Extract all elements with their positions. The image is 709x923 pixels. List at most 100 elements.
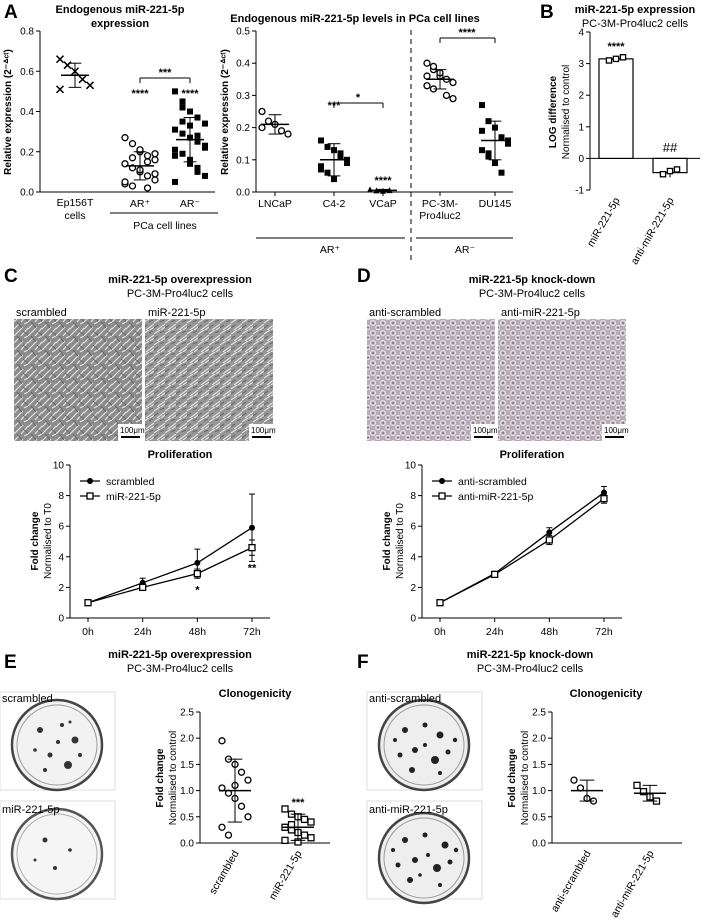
y-tick-label: 0.5 <box>236 27 250 38</box>
legend-label: anti-miR-221-5p <box>458 491 533 503</box>
e-plate-label-1: scrambled <box>2 693 53 705</box>
legend-label: anti-scrambled <box>458 476 527 488</box>
b-y-label: LOG difference <box>548 75 559 148</box>
data-point <box>449 78 457 87</box>
data-point <box>151 156 159 164</box>
y-tick-label: 6 <box>58 522 64 533</box>
group-label: AR⁻ <box>455 244 476 256</box>
x-tick-label: cells <box>64 210 85 222</box>
data-point <box>202 172 208 179</box>
data-point <box>179 118 186 125</box>
data-point <box>218 823 226 831</box>
e-chart-title: Clonogenicity <box>219 688 293 700</box>
y-tick-label: 0.3 <box>236 91 250 102</box>
x-tick-label: AR⁻ <box>180 198 201 210</box>
micrograph-anti-mir-221-5p <box>498 305 626 441</box>
data-point <box>673 166 681 173</box>
y-tick-label: 2.5 <box>532 708 546 719</box>
data-point <box>324 143 331 150</box>
data-point <box>423 72 431 80</box>
data-point <box>121 178 129 186</box>
x-tick-label: anti-miR-221-5p <box>609 848 657 919</box>
data-point <box>172 88 178 95</box>
panel-label-d: D <box>357 266 371 287</box>
data-point <box>281 805 289 813</box>
d-title: miR-221-5p knock-down <box>469 274 596 286</box>
significance-label: *** <box>292 797 306 809</box>
x-tick-label: 0h <box>82 626 94 638</box>
y-tick-label: 0.8 <box>20 27 34 38</box>
b-subtitle: PC-3M-Pro4luc2 cells <box>582 18 689 30</box>
data-point <box>194 114 201 121</box>
data-point <box>619 54 627 61</box>
significance-label: **** <box>607 41 625 53</box>
data-point <box>264 117 273 125</box>
significance-label: * <box>195 585 200 597</box>
data-point <box>337 153 344 160</box>
f-plate-anti-mir-221-5p <box>366 800 483 905</box>
x-tick-label: anti-scrambled <box>549 848 594 914</box>
data-point <box>331 176 337 183</box>
data-point <box>194 168 201 175</box>
y-tick-label: 0.0 <box>20 188 34 199</box>
x-tick-label: Ep156T <box>57 197 94 209</box>
significance-label: **** <box>131 88 149 100</box>
y-tick-label: 1.0 <box>180 786 194 797</box>
group-label: PCa cell lines <box>133 220 197 232</box>
y-tick-label: 3 <box>578 59 584 70</box>
data-point <box>128 182 137 190</box>
data-point <box>194 132 201 139</box>
chart-e: 0.0 0.5 1.0 1.5 2.0 2.5 scrambled miR-221-5p ***… <box>155 708 330 902</box>
data-point <box>546 529 553 536</box>
d-scale-1: 100μm <box>473 426 498 435</box>
x-stroke <box>55 85 65 94</box>
d-chart-title: Proliferation <box>500 449 565 461</box>
significance-label: **** <box>458 27 476 39</box>
data-point <box>318 163 324 170</box>
a-title-line2: expression <box>91 18 149 30</box>
y-tick-label: 4 <box>410 552 416 563</box>
data-point <box>237 802 246 810</box>
data-point <box>139 583 147 592</box>
data-point <box>193 569 201 578</box>
y-tick-label: 0 <box>578 154 584 165</box>
significance-label: **** <box>181 88 199 100</box>
data-point <box>307 818 315 826</box>
e-subtitle: PC-3M-Pro4luc2 cells <box>127 663 234 675</box>
data-point <box>202 144 208 151</box>
chart-a-right: 0.0 0.1 0.2 0.3 0.4 0.5 Relative expression (2… <box>220 27 513 262</box>
panel-label-e: E <box>4 652 17 673</box>
data-point <box>367 186 373 193</box>
data-point <box>318 137 324 144</box>
y-tick-label: 0.6 <box>20 67 34 78</box>
x-tick-label: miR-221-5p <box>585 195 623 249</box>
data-point <box>194 164 201 171</box>
data-point <box>492 160 498 167</box>
legend-marker <box>86 492 94 500</box>
data-point <box>187 108 193 115</box>
significance-label: ## <box>663 140 678 155</box>
bar <box>598 58 634 160</box>
a-title-line1: Endogenous miR-221-5p <box>56 4 185 16</box>
y-tick-label: 10 <box>405 461 417 472</box>
y-tick-label: 0.2 <box>20 147 34 158</box>
data-point <box>485 150 492 157</box>
c-scale-2: 100μm <box>251 426 276 435</box>
data-point <box>318 166 324 173</box>
y-tick-label: 2.0 <box>532 734 546 745</box>
data-point <box>633 781 641 790</box>
x-tick-label: anti-miR-221-5p <box>629 195 677 266</box>
data-point <box>505 140 511 147</box>
d-scale-2: 100μm <box>604 426 629 435</box>
data-point <box>218 737 226 745</box>
data-point <box>151 176 159 184</box>
a-y-label: Relative expression (2⁻ᐞᶜᵗ) <box>3 49 14 175</box>
data-point <box>84 599 92 607</box>
data-point <box>143 184 152 192</box>
data-point <box>300 815 309 824</box>
f-plate-label-2: anti-miR-221-5p <box>369 804 448 816</box>
significance-bracket <box>439 37 496 43</box>
data-point <box>194 138 201 145</box>
